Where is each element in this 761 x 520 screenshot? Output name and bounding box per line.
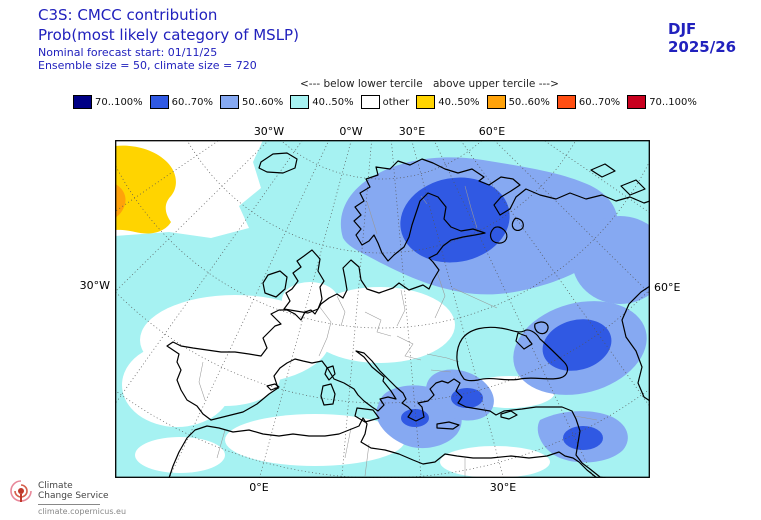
season-label: DJF 2025/26 <box>668 20 737 56</box>
legend-item: 50..60% <box>219 95 284 109</box>
coast-atlantic-arctic <box>166 158 650 421</box>
coast-mallorca <box>266 383 280 391</box>
lon-label-top-60e: 60°E <box>478 125 506 138</box>
coast-lake-onega <box>511 217 524 231</box>
forecast-start-label: Nominal forecast start: 01/11/25 <box>38 46 218 59</box>
copernicus-logo-icon <box>10 480 32 502</box>
coastlines <box>166 152 650 478</box>
lon-label-bottom-0e: 0°E <box>249 481 269 494</box>
graticule <box>115 140 650 478</box>
service-name-line1: Climate <box>38 481 73 491</box>
map-canvas <box>115 140 650 478</box>
coast-crete <box>436 421 460 430</box>
coast-arctic-islands <box>590 163 646 196</box>
country-borders <box>198 185 598 477</box>
coast-caspian <box>621 285 650 402</box>
coast-sicily <box>354 407 380 423</box>
coast-sardinia <box>320 383 336 406</box>
europe-probability-map <box>115 140 650 478</box>
coast-mediterranean <box>210 350 606 478</box>
coast-lake-ladoga <box>489 226 508 244</box>
coast-iceland <box>258 152 298 174</box>
map-frame <box>115 140 650 478</box>
legend-label: 70..100% <box>649 96 697 108</box>
lon-label-top-30e: 30°E <box>398 125 426 138</box>
below-tercile-header: <--- below lower tercile <box>300 78 423 90</box>
legend-item: 70..100% <box>627 95 697 109</box>
legend-label: 50..60% <box>241 96 284 108</box>
color-legend: 70..100% 60..70% 50..60% 40..50% other 4… <box>73 95 704 109</box>
lon-label-right-60e: 60°E <box>654 281 681 294</box>
legend-swatch-red <box>627 95 647 109</box>
lon-label-left-30w: 30°W <box>79 279 110 292</box>
legend-label: other <box>382 96 410 108</box>
legend-swatch-yellow <box>416 95 436 109</box>
coast-north-africa <box>168 417 598 478</box>
footer-url: climate.copernicus.eu <box>38 507 127 516</box>
legend-item: 40..50% <box>416 95 480 109</box>
legend-label: 70..100% <box>95 96 143 108</box>
lon-label-top-0w: 0°W <box>339 125 363 138</box>
legend-item: 60..70% <box>149 95 213 109</box>
legend-swatch-cyan <box>290 95 310 109</box>
lon-label-top-30w: 30°W <box>253 125 285 138</box>
legend-swatch-white <box>360 95 380 109</box>
legend-item: 60..70% <box>556 95 621 109</box>
coast-cyprus <box>500 410 518 420</box>
legend-item: other <box>360 95 410 109</box>
legend-item: 50..60% <box>486 95 550 109</box>
footer-divider <box>38 504 100 505</box>
coast-ireland <box>262 270 288 298</box>
legend-item: 70..100% <box>73 95 143 109</box>
above-tercile-header: above upper tercile ---> <box>433 78 559 90</box>
legend-label: 40..50% <box>312 96 354 108</box>
legend-swatch-blue <box>149 95 169 109</box>
lon-label-bottom-30e: 30°E <box>489 481 517 494</box>
service-name-line2: Change Service <box>38 491 109 501</box>
legend-swatch-lightblue <box>219 95 239 109</box>
ensemble-size-label: Ensemble size = 50, climate size = 720 <box>38 59 257 72</box>
legend-label: 60..70% <box>171 96 213 108</box>
page-subtitle: Prob(most likely category of MSLP) <box>38 26 299 44</box>
page-title: C3S: CMCC contribution <box>38 6 218 24</box>
legend-label: 60..70% <box>578 96 621 108</box>
probability-shading <box>115 140 650 478</box>
legend-swatch-navy <box>73 95 92 109</box>
coast-black-sea <box>456 326 569 382</box>
legend-item: 40..50% <box>290 95 354 109</box>
legend-label: 40..50% <box>438 96 480 108</box>
coast-corsica <box>324 365 336 381</box>
coast-crimea <box>515 332 533 350</box>
coast-great-britain <box>283 249 325 314</box>
legend-label: 50..60% <box>508 96 550 108</box>
legend-swatch-darkorange <box>556 95 576 109</box>
coast-azov-sea <box>534 321 549 335</box>
legend-swatch-orange <box>486 95 506 109</box>
